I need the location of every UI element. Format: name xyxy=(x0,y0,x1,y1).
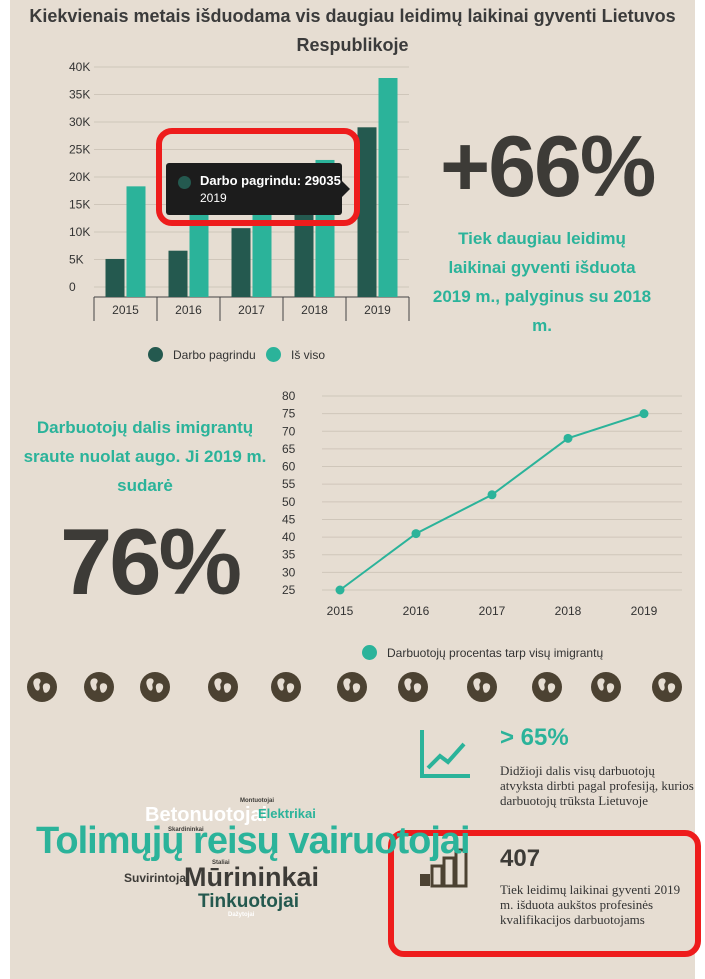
bar-legend-work[interactable]: Darbo pagrindu xyxy=(148,347,256,362)
globe-icon xyxy=(140,672,170,702)
globe-icon xyxy=(652,672,682,702)
legend-dot-dark xyxy=(148,347,163,362)
chart-tooltip: Darbo pagrindu: 29035 2019 xyxy=(166,163,350,215)
word-cloud-word: Tinkuotojai xyxy=(198,891,299,912)
y-tick-label: 55 xyxy=(282,477,296,491)
legend-label: Darbo pagrindu xyxy=(173,347,256,362)
x-tick-label: 2019 xyxy=(364,303,391,317)
globe-icon xyxy=(467,672,497,702)
x-tick-label: 2015 xyxy=(112,303,139,317)
globe-icon xyxy=(591,672,621,702)
bar-blocks-icon xyxy=(420,848,468,888)
highlight-box-info2 xyxy=(388,830,701,957)
y-tick-label: 30 xyxy=(282,565,296,579)
globe-icon-row xyxy=(0,672,705,706)
info1-description: Didžioji dalis visų darbuotojų atvyksta … xyxy=(500,763,694,808)
highlight-box-tooltip xyxy=(156,128,360,226)
y-tick-label: 40 xyxy=(282,530,296,544)
share-percentage: 76% xyxy=(60,509,242,614)
word-cloud-word: Dažytojai xyxy=(228,912,255,918)
data-point xyxy=(639,409,649,419)
legend-dot-teal xyxy=(362,645,377,660)
bar xyxy=(168,250,188,297)
y-tick-label: 15K xyxy=(69,198,90,212)
tooltip-arrow xyxy=(341,180,350,198)
x-tick-label: 2018 xyxy=(555,604,582,618)
tooltip-dot-icon xyxy=(178,176,191,189)
bar xyxy=(105,258,125,297)
x-tick-label: 2017 xyxy=(479,604,506,618)
growth-percentage: +66% xyxy=(440,119,656,215)
y-tick-label: 45 xyxy=(282,512,296,526)
word-cloud-word: Elektrikai xyxy=(258,806,316,821)
y-tick-label: 60 xyxy=(282,460,296,474)
x-tick-label: 2016 xyxy=(403,604,430,618)
y-tick-label: 35 xyxy=(282,548,296,562)
y-tick-label: 0 xyxy=(69,280,76,294)
bar-legend-total[interactable]: Iš viso xyxy=(266,347,325,362)
x-tick-label: 2015 xyxy=(327,604,354,618)
bar xyxy=(294,190,314,297)
y-tick-label: 40K xyxy=(69,60,90,74)
tooltip-label: Darbo pagrindu: 29035 xyxy=(200,173,341,188)
y-tick-label: 5K xyxy=(69,253,84,267)
globe-icon xyxy=(208,672,238,702)
bar xyxy=(357,127,377,298)
word-cloud-word: Montuotojai xyxy=(240,798,274,804)
share-description: Darbuotojų dalis imigrantų sraute nuolat… xyxy=(23,418,267,495)
tooltip-year: 2019 xyxy=(200,191,227,205)
word-cloud-word: Betonuotojai xyxy=(145,804,268,826)
y-tick-label: 20K xyxy=(69,170,90,184)
trend-chart-icon xyxy=(420,730,470,778)
globe-icon xyxy=(398,672,428,702)
y-tick-label: 80 xyxy=(282,389,296,403)
y-tick-label: 65 xyxy=(282,442,296,456)
data-point xyxy=(411,529,421,539)
y-tick-label: 10K xyxy=(69,225,90,239)
bar xyxy=(231,228,251,297)
word-cloud-word: Staliai xyxy=(212,860,230,866)
y-tick-label: 75 xyxy=(282,407,296,421)
word-cloud-word: Mūrininkai xyxy=(184,862,320,892)
globe-icon xyxy=(337,672,367,702)
page-title: Kiekvienais metais išduodama vis daugiau… xyxy=(29,6,676,55)
line-chart: 25 30 35 40 45 50 55 60 65 70 75 80 2015 2016 2017 2018… xyxy=(282,389,682,618)
data-point xyxy=(487,490,497,500)
info2-description: Tiek leidimų laikinai gyventi 2019 m. iš… xyxy=(500,882,681,927)
y-tick-label: 50 xyxy=(282,495,296,509)
globe-icon xyxy=(84,672,114,702)
bar xyxy=(378,78,398,297)
word-cloud-word: Tolimųjų reisų vairuotojai xyxy=(36,820,471,862)
word-cloud-word: Skardininkai xyxy=(168,827,204,833)
x-tick-label: 2019 xyxy=(631,604,658,618)
y-tick-label: 30K xyxy=(69,115,90,129)
y-tick-label: 25 xyxy=(282,583,296,597)
globe-icon xyxy=(27,672,57,702)
info1-heading: > 65% xyxy=(500,724,569,751)
y-tick-label: 25K xyxy=(69,143,90,157)
y-tick-label: 70 xyxy=(282,424,296,438)
bar xyxy=(126,186,146,297)
line-legend[interactable]: Darbuotojų procentas tarp visų imigrantų xyxy=(362,645,603,660)
growth-description: Tiek daugiau leidimų laikinai gyventi iš… xyxy=(432,229,652,335)
x-tick-label: 2016 xyxy=(175,303,202,317)
info2-heading: 407 xyxy=(500,845,541,872)
x-tick-label: 2018 xyxy=(301,303,328,317)
word-cloud-word: Suvirintojai xyxy=(124,871,190,885)
globe-icon xyxy=(532,672,562,702)
legend-label: Iš viso xyxy=(291,347,326,362)
globe-icon xyxy=(271,672,301,702)
data-point xyxy=(335,585,345,595)
data-point xyxy=(563,433,573,443)
legend-dot-teal xyxy=(266,347,281,362)
legend-label: Darbuotojų procentas tarp visų imigrantų xyxy=(387,645,604,660)
y-tick-label: 35K xyxy=(69,88,90,102)
x-tick-label: 2017 xyxy=(238,303,265,317)
infographic-background xyxy=(10,0,695,979)
